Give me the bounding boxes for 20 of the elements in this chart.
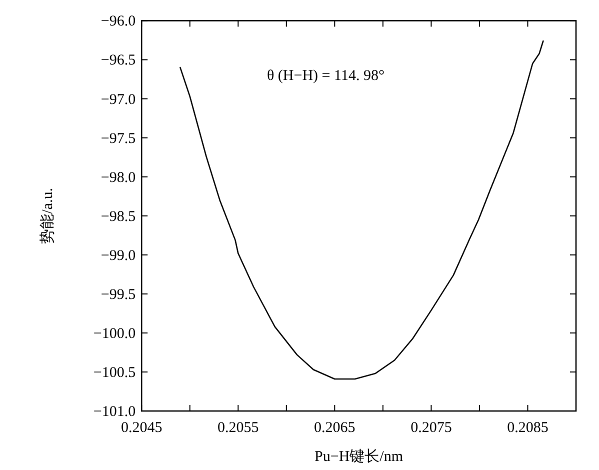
x-tick-label: 0.2075 bbox=[410, 420, 452, 436]
y-tick-label: −101.0 bbox=[93, 404, 136, 420]
x-tick-label: 0.2085 bbox=[507, 420, 548, 436]
y-tick-label: −100.5 bbox=[93, 364, 136, 381]
y-tick-label: −96.5 bbox=[100, 52, 136, 69]
y-tick-label: −97.0 bbox=[100, 92, 136, 108]
line-series bbox=[180, 40, 544, 380]
y-tick-label: −98.5 bbox=[100, 208, 136, 225]
y-tick-label: −96.0 bbox=[100, 14, 136, 30]
y-tick-label: −99.0 bbox=[100, 248, 136, 264]
x-tick-label: 0.2065 bbox=[314, 420, 356, 436]
y-tick-label: −98.0 bbox=[100, 170, 136, 186]
x-tick-label: 0.2045 bbox=[120, 420, 162, 436]
y-tick-label: −100.0 bbox=[93, 326, 136, 342]
y-axis-title: 势能/a.u. bbox=[39, 188, 56, 244]
x-tick-label: 0.2055 bbox=[218, 420, 259, 436]
y-tick-label: −99.5 bbox=[100, 286, 136, 303]
annotation: θ (H−H) = 114. 98° bbox=[267, 68, 384, 84]
x-axis-title: Pu−H键长/nm bbox=[314, 448, 404, 465]
y-tick-label: −97.5 bbox=[100, 130, 136, 147]
